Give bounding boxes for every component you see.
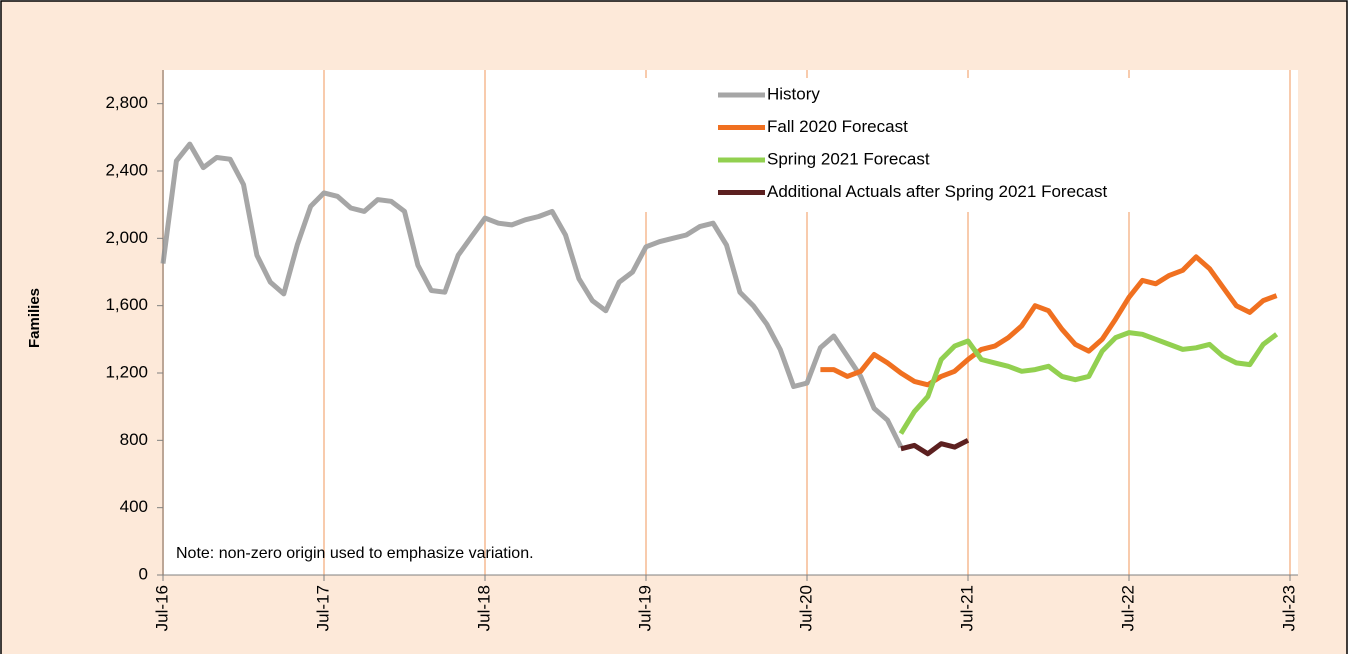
x-tick-label: Jul-17 [313, 585, 332, 631]
y-tick-label: 0 [139, 564, 148, 583]
legend-label: Additional Actuals after Spring 2021 For… [767, 182, 1107, 201]
y-tick-label: 400 [120, 497, 148, 516]
legend-label: History [767, 84, 820, 103]
y-tick-label: 1,200 [105, 362, 148, 381]
series-line [820, 254, 1278, 388]
y-tick-label: 2,400 [105, 160, 148, 179]
series-line [900, 438, 970, 457]
y-axis-label: Families [26, 288, 43, 348]
x-tick-label: Jul-20 [796, 585, 815, 631]
x-tick-label: Jul-21 [957, 585, 976, 631]
y-tick-label: 2,800 [105, 93, 148, 112]
x-tick-label: Jul-23 [1279, 585, 1298, 631]
note: Note: non-zero origin used to emphasize … [176, 545, 534, 562]
legend-box [614, 78, 1192, 212]
series-line [160, 141, 904, 449]
x-tick-label: Jul-22 [1118, 585, 1137, 631]
series-line [898, 330, 1279, 435]
x-tick-label: Jul-16 [152, 585, 171, 631]
legend-label: Spring 2021 Forecast [767, 149, 930, 168]
x-tick-label: Jul-18 [474, 585, 493, 631]
y-tick-label: 800 [120, 430, 148, 449]
y-tick-label: 2,000 [105, 228, 148, 247]
y-tick-label: 1,600 [105, 295, 148, 314]
legend-label: Fall 2020 Forecast [767, 117, 908, 136]
x-tick-label: Jul-19 [635, 585, 654, 631]
